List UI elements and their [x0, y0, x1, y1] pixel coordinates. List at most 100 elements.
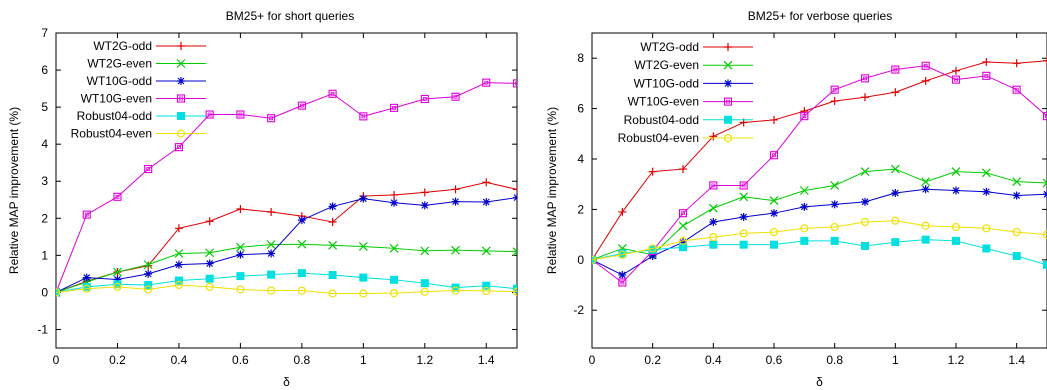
x-tick-label: 1 — [892, 353, 899, 367]
legend-label: WT2G-odd — [93, 39, 152, 53]
legend-marker — [176, 94, 186, 103]
data-point — [205, 282, 214, 291]
legend-marker — [723, 133, 733, 143]
data-point — [709, 218, 718, 226]
x-tick-label: 0.2 — [109, 353, 126, 367]
legend-label: WT2G-even — [87, 57, 152, 71]
series-line-Robust04-odd — [592, 239, 1047, 266]
x-tick-label: 0 — [53, 353, 60, 367]
data-point — [267, 207, 276, 216]
data-point — [451, 286, 460, 295]
data-point — [890, 164, 900, 174]
data-point — [1012, 252, 1021, 261]
data-point — [1012, 177, 1022, 187]
x-tick-label: 0.4 — [171, 353, 188, 367]
data-point — [144, 164, 153, 174]
data-point — [451, 92, 460, 101]
data-point — [921, 177, 931, 187]
data-point — [236, 205, 245, 214]
legend: WT2G-odd WT2G-even WT10G-odd WT10G-even Robu… — [71, 39, 206, 141]
data-point — [267, 270, 276, 279]
data-point — [592, 255, 597, 264]
data-point — [174, 224, 183, 233]
data-point — [861, 197, 869, 206]
data-point — [236, 110, 245, 119]
data-point — [951, 75, 961, 84]
data-point — [769, 196, 779, 206]
legend-label: WT10G-odd — [634, 76, 699, 90]
chart-title: BM25+ for verbose queries — [748, 9, 892, 23]
x-tick-label: 1.2 — [416, 353, 433, 367]
data-point — [739, 240, 748, 249]
data-point — [482, 178, 491, 187]
data-point — [830, 85, 839, 94]
data-point — [236, 250, 245, 259]
legend-marker — [177, 112, 185, 120]
data-point — [481, 246, 491, 256]
data-point — [618, 207, 627, 216]
data-point — [297, 286, 306, 295]
data-point — [861, 241, 869, 250]
y-tick-label: -2 — [573, 303, 584, 317]
data-point — [739, 212, 748, 221]
data-point — [982, 187, 991, 196]
x-tick-label: 0.2 — [644, 353, 661, 367]
series-line-WT10G-odd — [592, 188, 1047, 276]
data-point — [205, 259, 214, 268]
legend-marker — [176, 129, 186, 138]
data-point — [482, 281, 491, 290]
data-point — [1012, 227, 1021, 237]
data-point — [679, 238, 687, 247]
legend: WT2G-odd WT2G-even WT10G-odd WT10G-even Robu… — [618, 40, 753, 145]
data-point — [951, 222, 961, 232]
data-point — [800, 107, 809, 116]
data-point — [982, 244, 991, 253]
data-point — [328, 89, 337, 98]
data-point — [709, 132, 718, 141]
data-point — [512, 247, 517, 257]
data-point — [860, 217, 870, 227]
series-area — [592, 56, 1047, 287]
series-line-WT2G-odd — [56, 181, 517, 293]
data-point — [709, 233, 718, 242]
data-point — [297, 239, 307, 249]
y-tick-label: 3 — [41, 174, 48, 188]
series-line-WT10G-odd — [56, 197, 517, 293]
data-point — [451, 245, 460, 255]
data-point — [390, 275, 399, 284]
data-point — [143, 260, 153, 270]
data-point — [390, 103, 399, 112]
data-point — [328, 202, 337, 211]
data-point — [769, 227, 779, 237]
data-point — [82, 210, 91, 219]
data-point — [708, 203, 718, 213]
data-point — [113, 267, 122, 277]
data-point — [709, 240, 718, 249]
data-point — [618, 250, 627, 259]
data-point — [513, 193, 517, 202]
data-point — [982, 57, 991, 66]
data-point — [113, 282, 122, 291]
data-point — [328, 240, 338, 250]
data-point — [359, 194, 368, 203]
y-tick-label: 4 — [577, 152, 584, 166]
data-point — [144, 285, 153, 294]
y-tick-label: 4 — [41, 137, 48, 151]
x-tick-label: 0.4 — [705, 353, 722, 367]
x-tick-label: 0.6 — [766, 353, 783, 367]
data-point — [512, 79, 517, 88]
data-point — [830, 236, 839, 245]
data-point — [297, 101, 306, 110]
y-tick-label: 7 — [41, 26, 48, 40]
data-point — [618, 278, 627, 287]
data-point — [297, 269, 306, 278]
data-point — [1043, 190, 1047, 199]
data-point — [420, 287, 429, 296]
data-point — [952, 66, 960, 75]
x-tick-label: 0.8 — [826, 353, 843, 367]
data-point — [82, 284, 91, 293]
data-point — [113, 280, 122, 289]
data-point — [860, 167, 870, 177]
legend-label: Robust04-odd — [77, 109, 152, 123]
